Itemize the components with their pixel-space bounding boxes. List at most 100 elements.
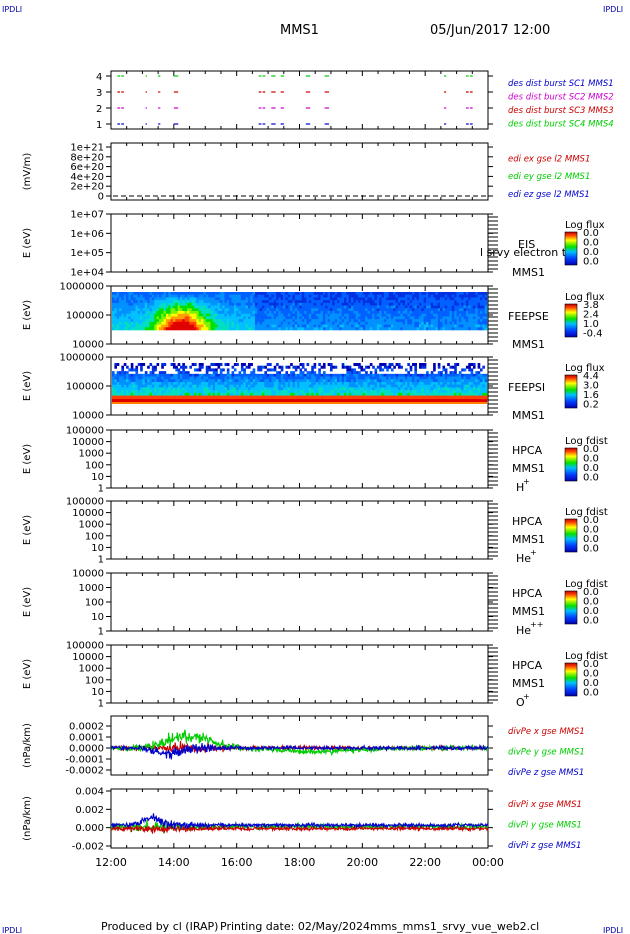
spectrogram-cell — [238, 376, 242, 380]
spectrogram-cell — [168, 305, 171, 309]
spectrogram-cell — [484, 390, 488, 394]
spectrogram-cell — [414, 384, 417, 388]
y-tick-label: 10000 — [72, 437, 104, 448]
spectrogram-cell — [208, 379, 211, 383]
spectrogram-cell — [444, 384, 448, 388]
spectrogram-cell — [201, 297, 204, 301]
spectrogram-cell — [189, 392, 192, 396]
spectrogram-cell — [217, 382, 221, 386]
spectrogram-cell — [264, 324, 267, 328]
spectrogram-cell — [233, 319, 237, 323]
spectrogram-cell — [229, 305, 232, 309]
spectrogram-cell — [231, 311, 235, 315]
spectrogram-cell — [280, 368, 284, 372]
spectrogram-cell — [421, 305, 425, 309]
spectrogram-cell — [423, 390, 427, 394]
spectrogram-cell — [365, 305, 368, 309]
spectrogram-cell — [393, 308, 396, 312]
spectrogram-cell — [318, 382, 321, 386]
colorbar-tick-label: 0.0 — [583, 587, 599, 598]
spectrogram-cell — [458, 321, 462, 325]
spectrogram-cell — [423, 324, 427, 328]
spectrogram-cell — [416, 384, 420, 388]
spectrogram-cell — [472, 324, 476, 328]
spectrogram-cell — [226, 313, 230, 317]
spectrogram-cell — [287, 308, 291, 312]
spectrogram-cell — [334, 384, 338, 388]
spectrogram-cell — [472, 297, 476, 301]
spectrogram-cell — [353, 321, 357, 325]
spectrogram-cell — [465, 292, 469, 296]
spectrogram-cell — [325, 384, 328, 388]
spectrogram-cell — [203, 384, 207, 388]
spectrogram-cell — [442, 308, 446, 312]
spectrogram-cell — [479, 379, 483, 383]
spectrogram-cell — [407, 390, 410, 394]
spectrogram-cell — [390, 319, 394, 323]
spectrogram-cell — [287, 379, 291, 383]
y-axis-label: E (eV) — [22, 300, 33, 330]
spectrogram-cell — [172, 387, 176, 391]
spectrogram-cell — [112, 300, 115, 304]
spectrogram-cell — [130, 392, 134, 396]
spectrogram-cell — [179, 327, 183, 331]
spectrogram-cell — [208, 390, 211, 394]
spectrogram-cell — [285, 392, 289, 396]
spectrogram-cell — [182, 390, 185, 394]
spectrogram-cell — [440, 376, 443, 380]
spectrogram-cell — [222, 327, 225, 331]
spectrogram-cell — [297, 313, 300, 317]
spectrogram-cell — [447, 387, 450, 391]
spectrogram-cell — [229, 302, 232, 306]
spectrogram-cell — [179, 384, 183, 388]
spectrogram-cell — [149, 392, 153, 396]
spectrogram-cell — [140, 319, 143, 323]
spectrogram-cell — [198, 365, 202, 369]
spectrogram-cell — [437, 316, 441, 320]
spectrogram-cell — [390, 390, 394, 394]
spectrogram-cell — [400, 384, 403, 388]
spectrogram-cell — [133, 319, 136, 323]
spectrogram-cell — [320, 294, 324, 298]
spectrogram-cell — [177, 379, 181, 383]
spectrogram-cell — [311, 294, 314, 298]
spectrogram-cell — [339, 392, 342, 396]
spectrogram-cell — [386, 392, 389, 396]
spectrogram-cell — [135, 395, 139, 399]
spectrogram-cell — [362, 373, 366, 377]
spectrogram-cell — [217, 292, 221, 296]
spectrogram-cell — [290, 292, 293, 296]
spectrogram-cell — [212, 300, 216, 304]
spectrogram-cell — [259, 368, 263, 372]
spectrogram-cell — [409, 321, 413, 325]
spectrogram-cell — [201, 376, 204, 380]
spectrogram-cell — [435, 294, 439, 298]
spectrogram-cell — [339, 302, 342, 306]
spectrogram-cell — [210, 395, 214, 399]
spectrogram-cell — [329, 368, 333, 372]
spectrogram-cell — [306, 371, 310, 375]
spectrogram-cell — [182, 365, 185, 369]
spectrogram-cell — [306, 292, 310, 296]
spectrogram-cell — [388, 305, 392, 309]
spectrogram-cell — [329, 302, 333, 306]
spectrogram-cell — [407, 316, 410, 320]
spectrogram-cell — [308, 327, 312, 331]
spectrogram-cell — [219, 390, 223, 394]
spectrogram-cell — [433, 300, 436, 304]
spectrogram-cell — [278, 297, 282, 301]
spectrogram-cell — [283, 373, 286, 377]
y-tick-label: 1 — [98, 699, 104, 710]
spectrogram-cell — [433, 297, 436, 301]
spectrogram-cell — [475, 292, 478, 296]
spectrogram-cell — [262, 316, 265, 320]
spectrogram-cell — [369, 294, 373, 298]
spectrogram-cell — [449, 376, 453, 380]
spectrogram-cell — [182, 294, 185, 298]
spectrogram-cell — [175, 324, 178, 328]
spectrogram-cell — [456, 313, 460, 317]
spectrogram-cell — [189, 294, 192, 298]
spectrogram-cell — [126, 308, 129, 312]
spectrogram-cell — [151, 376, 155, 380]
spectrogram-cell — [121, 392, 125, 396]
